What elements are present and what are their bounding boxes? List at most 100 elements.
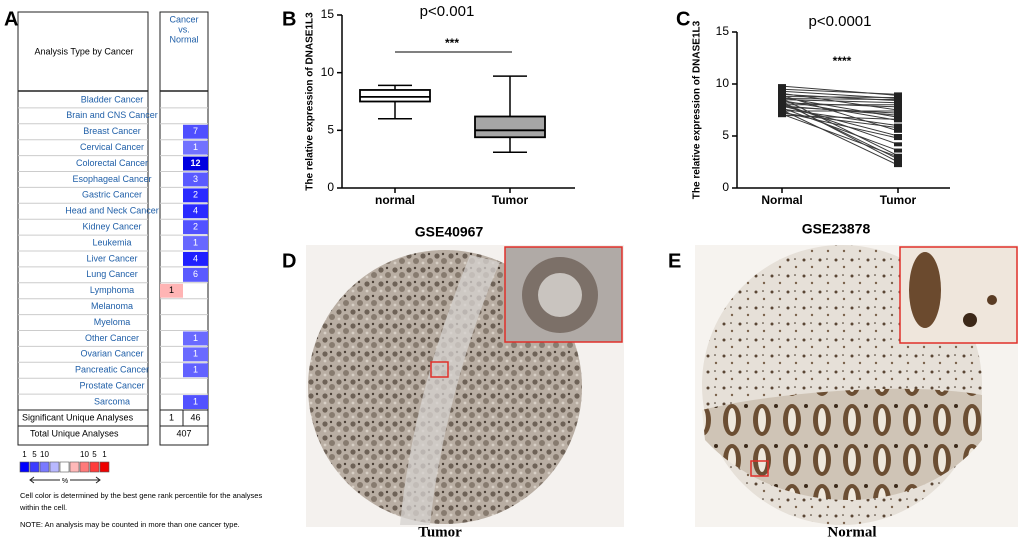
pair-point — [894, 97, 902, 102]
pair-point — [894, 136, 902, 141]
panel-letter: C — [676, 8, 690, 30]
legend-swatch — [29, 461, 40, 473]
cancer-name[interactable]: Ovarian Cancer — [80, 349, 143, 359]
panel-letter: E — [668, 250, 681, 272]
legend-unit: % — [62, 478, 68, 485]
table-header: Cancer — [169, 14, 198, 24]
cancer-name[interactable]: Cervical Cancer — [80, 142, 144, 152]
pair-point — [894, 92, 902, 97]
summary-label: Significant Unique Analyses — [22, 412, 134, 422]
over-cell — [160, 283, 183, 298]
under-count: 4 — [193, 253, 198, 263]
pair-point — [894, 156, 902, 161]
x-tick-label: normal — [375, 193, 415, 207]
cancer-name[interactable]: Breast Cancer — [83, 126, 141, 136]
pair-point — [894, 134, 902, 138]
under-cell — [183, 172, 208, 187]
pair-point — [894, 128, 902, 133]
table-frame — [17, 11, 149, 446]
y-tick-label: 10 — [321, 65, 335, 79]
pair-point — [778, 113, 786, 118]
pair-line — [781, 111, 899, 139]
under-cell — [183, 252, 208, 266]
under-count: 3 — [193, 174, 198, 184]
cancer-name[interactable]: Lung Cancer — [86, 269, 138, 279]
under-count: 1 — [193, 365, 198, 375]
note: Cell color is determined by the best gen… — [20, 491, 262, 500]
legend-swatch — [79, 461, 90, 473]
cancer-name[interactable]: Brain and CNS Cancer — [66, 110, 158, 120]
under-count: 2 — [193, 190, 198, 200]
pair-line — [781, 105, 899, 116]
x-tick-label: Tumor — [880, 193, 917, 207]
pair-point — [778, 87, 786, 92]
under-cell — [183, 267, 208, 282]
caption: GSE23878 — [802, 221, 871, 237]
legend-swatch — [59, 461, 70, 473]
cancer-name[interactable]: Leukemia — [92, 237, 131, 247]
under-cell — [183, 140, 208, 155]
cancer-name[interactable]: Head and Neck Cancer — [65, 206, 159, 216]
cancer-name[interactable]: Bladder Cancer — [81, 94, 144, 104]
pair-line — [781, 92, 899, 111]
under-cell — [183, 347, 208, 362]
cancer-name[interactable]: Sarcoma — [94, 396, 130, 406]
summary-count: 1 — [169, 412, 174, 422]
under-count: 1 — [193, 349, 198, 359]
y-tick-label: 10 — [716, 76, 730, 90]
cancer-name[interactable]: Other Cancer — [85, 333, 139, 343]
chart-title: p<0.001 — [420, 3, 475, 20]
pair-point — [894, 113, 902, 118]
table-header: Normal — [169, 34, 198, 44]
legend-label: 1 — [22, 450, 27, 459]
y-tick-label: 5 — [327, 123, 334, 137]
cancer-name[interactable]: Myeloma — [94, 317, 131, 327]
cancer-name[interactable]: Kidney Cancer — [82, 222, 141, 232]
cancer-name[interactable]: Colorectal Cancer — [76, 158, 148, 168]
box — [474, 115, 546, 139]
pair-line — [781, 95, 899, 99]
pair-point — [894, 95, 902, 100]
pair-point — [894, 142, 902, 147]
legend-label: 5 — [32, 450, 37, 459]
panel-letter: B — [282, 8, 296, 30]
summary-count: 46 — [190, 412, 200, 422]
table-header: Analysis Type by Cancer — [35, 46, 134, 56]
legend-swatch — [89, 461, 100, 473]
under-count: 4 — [193, 206, 198, 216]
x-tick-label: Tumor — [492, 193, 529, 207]
pair-point — [894, 125, 902, 130]
pair-point — [778, 96, 786, 101]
image-caption: Normal — [827, 524, 876, 540]
pair-point — [778, 84, 786, 89]
pair-point — [894, 115, 902, 120]
cancer-name[interactable]: Liver Cancer — [86, 253, 137, 263]
y-axis-label: The relative expression of DNASE1L3 — [692, 20, 703, 199]
panel-letter: A — [4, 8, 18, 30]
pair-point — [894, 102, 902, 107]
pair-line — [781, 88, 899, 95]
pair-point — [894, 160, 902, 164]
pair-point — [894, 111, 902, 116]
cancer-name[interactable]: Melanoma — [91, 301, 133, 311]
pair-line — [781, 98, 899, 101]
under-count: 1 — [193, 396, 198, 406]
cancer-name[interactable]: Prostate Cancer — [79, 381, 144, 391]
y-axis-label: The relative expression of DNASE1L3 — [305, 12, 316, 191]
under-count: 2 — [193, 222, 198, 232]
cancer-name[interactable]: Gastric Cancer — [82, 190, 142, 200]
summary-label: Total Unique Analyses — [30, 428, 119, 438]
panel-letter: D — [282, 250, 296, 272]
cancer-name[interactable]: Pancreatic Cancer — [75, 365, 149, 375]
pair-point — [778, 100, 786, 105]
cancer-name[interactable]: Esophageal Cancer — [72, 174, 151, 184]
y-tick-label: 0 — [722, 180, 729, 194]
under-cell — [183, 395, 208, 409]
under-cell — [183, 204, 208, 219]
under-cell — [183, 220, 208, 235]
pair-point — [894, 117, 902, 122]
legend-swatch — [49, 461, 60, 473]
cancer-name[interactable]: Lymphoma — [90, 285, 134, 295]
legend-arrow — [29, 476, 101, 484]
